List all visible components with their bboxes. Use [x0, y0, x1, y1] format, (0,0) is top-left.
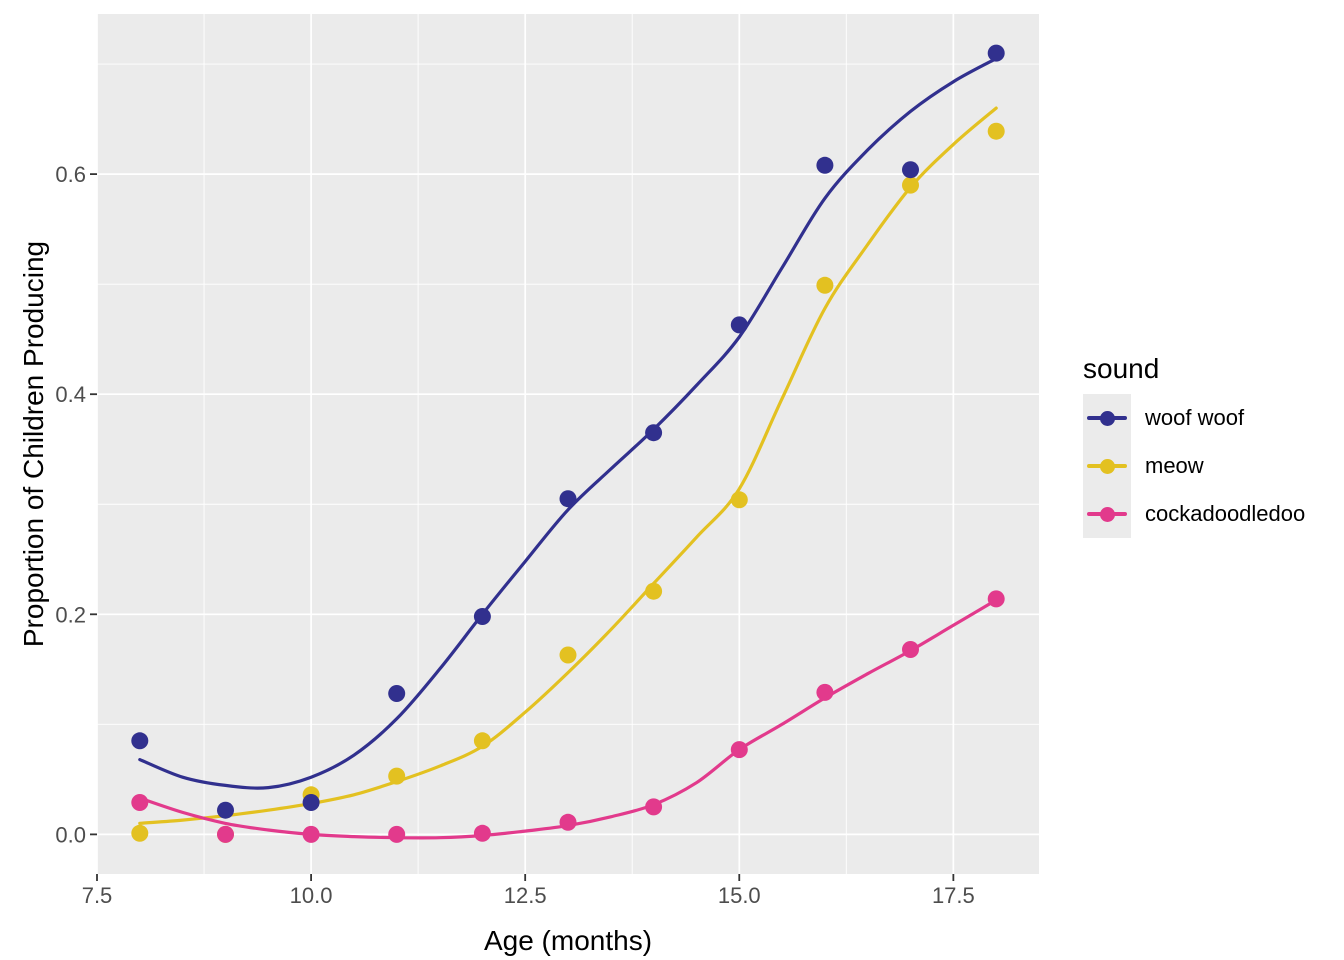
y-tick-label: 0.2: [55, 602, 86, 627]
y-axis-title: Proportion of Children Producing: [18, 240, 49, 648]
data-point-woof-woof: [473, 608, 491, 625]
data-point-meow: [473, 732, 491, 750]
data-point-cockadoodledoo: [559, 813, 577, 831]
data-point-meow: [645, 582, 663, 600]
legend-item-label: meow: [1145, 453, 1204, 478]
legend-key-cockadoodledoo: cockadoodledoo: [1083, 490, 1344, 538]
data-point-cockadoodledoo: [987, 590, 1005, 608]
y-tick-label: 0.6: [55, 162, 86, 187]
legend-title: sound: [1083, 353, 1160, 384]
data-point-cockadoodledoo: [473, 824, 491, 842]
data-point-woof-woof: [559, 490, 577, 508]
data-point-cockadoodledoo: [645, 798, 663, 816]
legend: sound woof woof meow cockadoodledoo: [1083, 352, 1344, 538]
data-point-cockadoodledoo: [730, 741, 748, 759]
x-tick-label: 7.5: [82, 883, 113, 908]
legend-key-dot-icon: [1099, 506, 1115, 522]
data-point-woof-woof: [730, 316, 748, 334]
legend-key-swatch: [1083, 394, 1131, 442]
legend-key-swatch: [1083, 490, 1131, 538]
data-point-woof-woof: [131, 732, 149, 750]
data-point-cockadoodledoo: [902, 641, 919, 658]
data-point-woof-woof: [645, 424, 663, 442]
data-point-cockadoodledoo: [388, 825, 406, 843]
data-point-cockadoodledoo: [816, 683, 834, 701]
smooth-line-woof-woof: [138, 57, 998, 790]
data-point-woof-woof: [902, 161, 919, 179]
legend-key-swatch: [1083, 442, 1131, 490]
legend-key-meow: meow: [1083, 442, 1344, 490]
data-point-cockadoodledoo: [302, 825, 320, 843]
legend-key-woof-woof: woof woof: [1083, 394, 1344, 442]
x-axis-title: Age (months): [483, 925, 653, 956]
data-point-woof-woof: [302, 794, 320, 811]
data-point-meow: [902, 176, 919, 194]
x-tick-label: 10.0: [290, 883, 333, 908]
x-tick-label: 17.5: [932, 883, 975, 908]
data-point-meow: [559, 646, 577, 664]
data-point-woof-woof: [816, 156, 834, 174]
x-tick-label: 12.5: [504, 883, 547, 908]
legend-item-label: cockadoodledoo: [1145, 501, 1306, 526]
legend-key-dot-icon: [1099, 458, 1115, 474]
data-point-cockadoodledoo: [217, 825, 234, 843]
data-point-meow: [987, 122, 1005, 140]
legend-keys: woof woof meow cockadoodledoo: [1083, 394, 1344, 538]
y-tick-label: 0.0: [55, 822, 86, 847]
data-point-meow: [730, 491, 748, 509]
y-tick-label: 0.4: [55, 382, 86, 407]
data-point-meow: [131, 824, 149, 842]
legend-item-label: woof woof: [1145, 405, 1245, 430]
data-point-meow: [388, 767, 406, 785]
data-point-meow: [816, 276, 834, 294]
legend-key-dot-icon: [1099, 410, 1115, 426]
data-point-woof-woof: [388, 685, 406, 702]
data-point-woof-woof: [987, 44, 1005, 62]
data-point-cockadoodledoo: [131, 794, 149, 811]
x-tick-label: 15.0: [718, 883, 761, 908]
data-point-woof-woof: [217, 801, 234, 819]
panel-background: [97, 14, 1039, 874]
smooth-line-meow: [138, 106, 998, 825]
